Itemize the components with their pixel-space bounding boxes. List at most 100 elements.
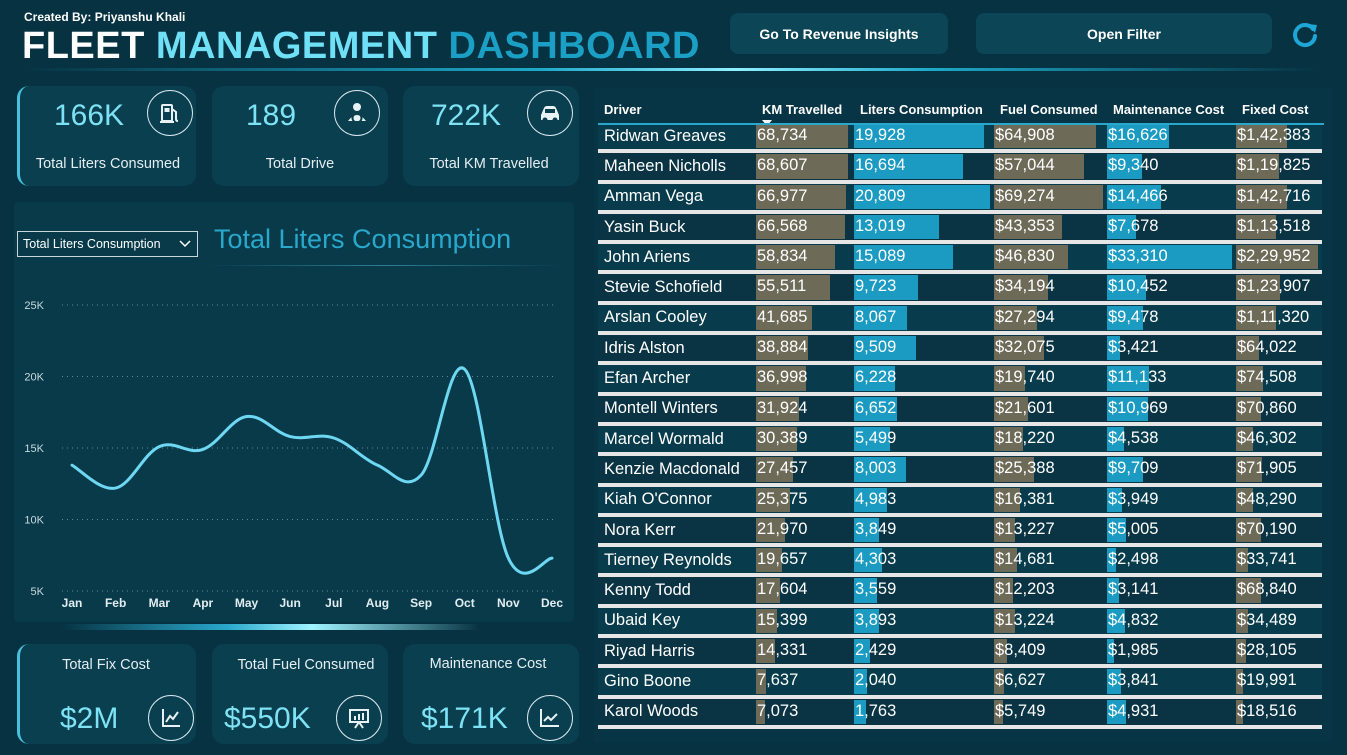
cell-value: $8,409: [995, 641, 1046, 660]
cell-value: $3,141: [1108, 580, 1159, 599]
table-row[interactable]: Arslan Cooley 41,685 8,067 $27,294 $9,478 $1,…: [598, 304, 1322, 336]
data-point-may[interactable]: [244, 414, 250, 420]
kpi-value: 189: [246, 99, 297, 132]
cell-value: $64,908: [995, 126, 1055, 144]
data-bar-fixed: [1236, 124, 1287, 149]
x-tick-label: Aug: [366, 596, 389, 610]
cell-value: $12,203: [995, 580, 1055, 599]
title-word-fleet: FLEET: [22, 25, 145, 67]
table-row[interactable]: Riyad Harris 14,331 2,429 $8,409 $1,985 $28,1…: [598, 638, 1322, 669]
table-row[interactable]: Gino Boone 7,637 2,040 $6,627 $3,841 $19,991: [598, 668, 1322, 699]
data-bar-maint: [1107, 245, 1232, 270]
data-bar-km: [756, 275, 830, 300]
table-row[interactable]: Ubaid Key 15,399 3,893 $13,224 $4,832 $34,489: [598, 607, 1322, 639]
cell-fuel: $13,224: [994, 607, 1107, 639]
cell-value: $4,931: [1108, 701, 1159, 720]
data-bar-km: [756, 457, 793, 482]
data-point-sep[interactable]: [418, 472, 424, 478]
cell-maint: $9,478: [1107, 304, 1236, 336]
refresh-icon[interactable]: [1290, 20, 1320, 50]
data-bar-liters: [854, 608, 879, 634]
table-row[interactable]: Tierney Reynolds 19,657 4,303 $14,681 $2,498…: [598, 547, 1322, 578]
cell-fuel: $21,601: [994, 395, 1107, 426]
table-row[interactable]: John Ariens 58,834 15,089 $46,830 $33,310 $2,…: [598, 244, 1322, 275]
cell-value: $19,991: [1237, 671, 1297, 690]
data-bar-maint: [1107, 366, 1149, 391]
table-row[interactable]: Kiah O'Connor 25,375 4,983 $16,381 $3,949 $48…: [598, 486, 1322, 517]
cell-fixed: $46,302: [1236, 425, 1322, 457]
cell-value: 19,657: [757, 550, 808, 569]
cell-value: 1,763: [855, 701, 897, 720]
data-point-mar[interactable]: [156, 444, 162, 450]
cell-value: $6,627: [995, 671, 1046, 690]
data-point-feb[interactable]: [113, 485, 119, 491]
data-point-jun[interactable]: [287, 434, 293, 440]
cell-value: $34,489: [1237, 610, 1297, 629]
table-row[interactable]: Yasin Buck 66,568 13,019 $43,353 $7,678 $1,13…: [598, 213, 1322, 245]
header-liters[interactable]: Liters Consumption: [860, 101, 983, 117]
title-word-management: MANAGEMENT: [155, 25, 438, 67]
driver-name: Riyad Harris: [598, 638, 756, 669]
header-km-travelled[interactable]: KM Travelled: [756, 95, 854, 126]
revenue-insights-button[interactable]: Go To Revenue Insights: [730, 13, 948, 54]
table-row[interactable]: Marcel Wormald 30,389 5,499 $18,220 $4,538 $4…: [598, 425, 1322, 457]
table-row[interactable]: Kenny Todd 17,604 3,559 $12,203 $3,141 $68,84…: [598, 577, 1322, 608]
cell-fuel: $27,294: [994, 304, 1107, 336]
cell-value: 58,834: [757, 247, 808, 266]
data-point-apr[interactable]: [200, 446, 206, 452]
data-bar-maint: [1107, 487, 1122, 512]
x-tick-label: Mar: [149, 596, 171, 610]
cell-fixed: $70,190: [1236, 516, 1322, 548]
cell-fixed: $48,290: [1236, 486, 1322, 517]
table-row[interactable]: Ridwan Greaves 68,734 19,928 $64,908 $16,626…: [598, 123, 1322, 154]
header-maintenance[interactable]: Maintenance Cost: [1113, 101, 1225, 117]
open-filter-button[interactable]: Open Filter: [976, 13, 1272, 54]
data-point-oct[interactable]: [462, 366, 468, 372]
metric-select[interactable]: Total Liters Consumption: [17, 231, 198, 257]
table-row[interactable]: Kenzie Macdonald 27,457 8,003 $25,388 $9,709…: [598, 456, 1322, 487]
header-driver[interactable]: Driver: [604, 101, 642, 117]
data-point-nov[interactable]: [505, 555, 511, 561]
data-bar-fuel: [994, 275, 1048, 300]
cell-value: $74,508: [1237, 368, 1297, 387]
data-bar-km: [756, 336, 808, 361]
cell-value: 8,003: [855, 459, 897, 478]
cell-value: 20,809: [855, 186, 906, 205]
table-row[interactable]: Nora Kerr 21,970 3,849 $13,227 $5,005 $70,190: [598, 516, 1322, 548]
header-fixed-cost[interactable]: Fixed Cost: [1242, 101, 1309, 117]
table-row[interactable]: Montell Winters 31,924 6,652 $21,601 $10,969…: [598, 395, 1322, 426]
cell-km: 30,389: [756, 425, 854, 457]
kpi-label: Total Fuel Consumed: [237, 657, 375, 673]
data-point-jan[interactable]: [69, 462, 75, 468]
table-row[interactable]: Amman Vega 66,977 20,809 $69,274 $14,466 $1,4…: [598, 183, 1322, 214]
data-bar-fuel: [994, 517, 1015, 543]
cell-value: 13,019: [855, 216, 906, 235]
header-fuel[interactable]: Fuel Consumed: [1000, 101, 1098, 117]
table-row[interactable]: Maheen Nicholls 68,607 16,694 $57,044 $9,340…: [598, 153, 1322, 184]
table-row[interactable]: Idris Alston 38,884 9,509 $32,075 $3,421 $64,…: [598, 335, 1322, 366]
data-point-aug[interactable]: [374, 462, 380, 468]
cell-maint: $11,133: [1107, 365, 1236, 396]
cell-fixed: $64,022: [1236, 335, 1322, 366]
table-row[interactable]: Karol Woods 7,073 1,763 $5,749 $4,931 $18,516: [598, 698, 1322, 729]
y-tick-label: 15K: [24, 443, 44, 455]
driver-name: Gino Boone: [598, 668, 756, 699]
table-row[interactable]: Efan Archer 36,998 6,228 $19,740 $11,133 $74,…: [598, 365, 1322, 396]
table-row[interactable]: Stevie Schofield 55,511 9,723 $34,194 $10,45…: [598, 274, 1322, 305]
cell-value: $9,709: [1108, 459, 1159, 478]
cell-fixed: $1,11,320: [1236, 304, 1322, 336]
cell-fuel: $6,627: [994, 668, 1107, 699]
cell-liters: 9,509: [854, 335, 994, 366]
cell-fuel: $19,740: [994, 365, 1107, 396]
chart-divider: [60, 624, 480, 630]
cell-value: $18,220: [995, 428, 1055, 447]
cell-fixed: $1,13,518: [1236, 213, 1322, 245]
cell-liters: 8,067: [854, 304, 994, 336]
data-point-jul[interactable]: [331, 435, 337, 441]
data-point-dec[interactable]: [549, 555, 555, 561]
cell-value: 3,893: [855, 610, 897, 629]
fuel-pump-icon: [147, 90, 193, 136]
driver-name: Ubaid Key: [598, 607, 756, 639]
cell-value: $1,985: [1108, 641, 1159, 660]
data-bar-maint: [1107, 669, 1121, 694]
